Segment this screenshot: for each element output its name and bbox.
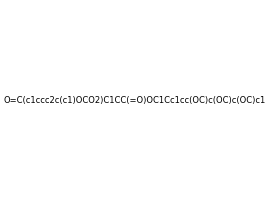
Text: O=C(c1ccc2c(c1)OCO2)C1CC(=O)OC1Cc1cc(OC)c(OC)c(OC)c1: O=C(c1ccc2c(c1)OCO2)C1CC(=O)OC1Cc1cc(OC)… — [4, 96, 266, 104]
